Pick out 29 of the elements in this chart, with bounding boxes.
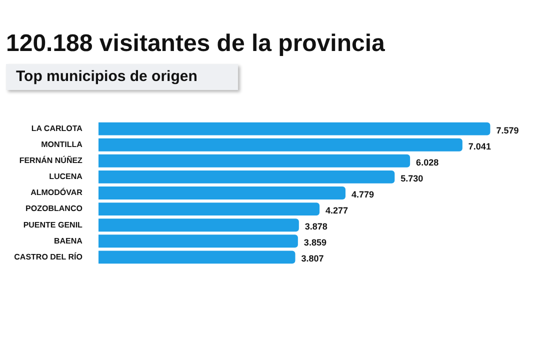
- y-tick-label: POZOBLANCO: [26, 204, 82, 214]
- chart-subtitle: Top municipios de origen: [6, 64, 238, 90]
- y-tick-label: BAENA: [54, 236, 83, 246]
- bar: [98, 202, 320, 216]
- bar: [98, 170, 395, 184]
- y-tick-label: FERNÁN NÚÑEZ: [19, 155, 83, 166]
- y-tick-label: LA CARLOTA: [31, 124, 83, 134]
- data-label: 4.277: [326, 206, 348, 216]
- bar: [98, 154, 410, 168]
- bar: [98, 234, 298, 248]
- bar: [98, 250, 296, 264]
- chart-title: 120.188 visitantes de la provincia: [6, 30, 385, 58]
- data-label: 3.878: [304, 222, 328, 232]
- bar: [98, 186, 346, 200]
- y-tick-label: PUENTE GENIL: [23, 220, 83, 230]
- bar: [98, 218, 299, 232]
- data-label: 7.579: [496, 125, 519, 136]
- bar: [98, 122, 490, 136]
- data-label: 3.807: [301, 254, 324, 264]
- bar: [98, 138, 462, 152]
- data-label: 5.730: [400, 173, 424, 184]
- y-tick-label: MONTILLA: [41, 140, 83, 150]
- y-tick-label: CASTRO DEL RÍO: [14, 251, 82, 262]
- data-label: 6.028: [416, 157, 439, 168]
- data-label: 4.779: [351, 189, 374, 200]
- data-label: 7.041: [468, 141, 491, 152]
- y-tick-label: LUCENA: [49, 172, 83, 182]
- y-tick-label: ALMODÓVAR: [30, 187, 83, 198]
- data-label: 3.859: [304, 238, 326, 248]
